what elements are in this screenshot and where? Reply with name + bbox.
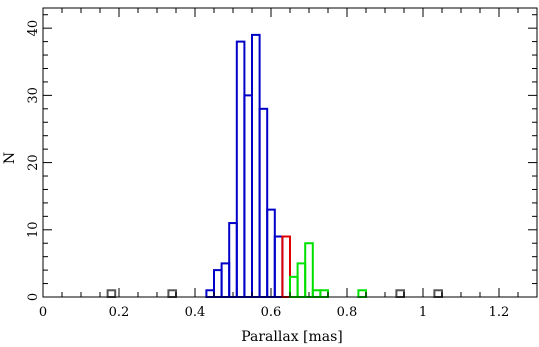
histogram-bin: [258, 107, 269, 299]
x-tick-label: 0.8: [337, 305, 358, 320]
histogram-bin: [213, 269, 223, 298]
histogram-series-0: [205, 33, 284, 299]
histogram-bin: [228, 222, 238, 298]
histogram-bin: [304, 242, 314, 298]
x-tick-label: 0.6: [261, 305, 282, 320]
x-tick-label: 0.2: [109, 305, 130, 320]
histogram-bin: [319, 289, 329, 299]
histogram-bin: [235, 40, 246, 299]
x-tick-label: 1: [419, 305, 427, 320]
histogram-bin: [281, 235, 291, 298]
histogram-bin: [311, 289, 322, 299]
x-tick-label: 0.4: [185, 305, 206, 320]
histogram-bin: [395, 289, 405, 299]
y-axis-title: N: [2, 152, 18, 164]
histogram-bin: [433, 289, 443, 299]
histogram-series-2: [289, 242, 367, 299]
y-tick-label: 30: [26, 87, 41, 104]
x-tick-label: 1.2: [489, 305, 510, 320]
y-tick-label: 10: [26, 222, 41, 239]
histogram-bin: [243, 94, 253, 299]
plot-area: [106, 33, 443, 299]
axes: 0 0.2 0.4 0.6 0.8 1 1.2 0 10 20 30 40: [26, 7, 538, 320]
y-tick-label: 0: [26, 293, 41, 301]
histogram-bin: [167, 289, 177, 299]
histogram-bin: [273, 235, 284, 298]
histogram-bin: [296, 262, 307, 299]
histogram-bin: [289, 275, 299, 299]
x-tick-label: 0: [39, 305, 47, 320]
histogram-bin: [106, 289, 117, 299]
histogram-bin: [357, 289, 367, 299]
y-tick-label: 20: [26, 154, 41, 171]
histogram-bin: [266, 208, 276, 299]
histogram-series-1: [281, 235, 291, 298]
x-axis-title: Parallax [mas]: [241, 329, 343, 345]
y-tick-label: 40: [26, 20, 41, 37]
histogram-bin: [220, 262, 231, 299]
histogram-bin: [251, 33, 261, 298]
histogram-bin: [205, 289, 215, 299]
